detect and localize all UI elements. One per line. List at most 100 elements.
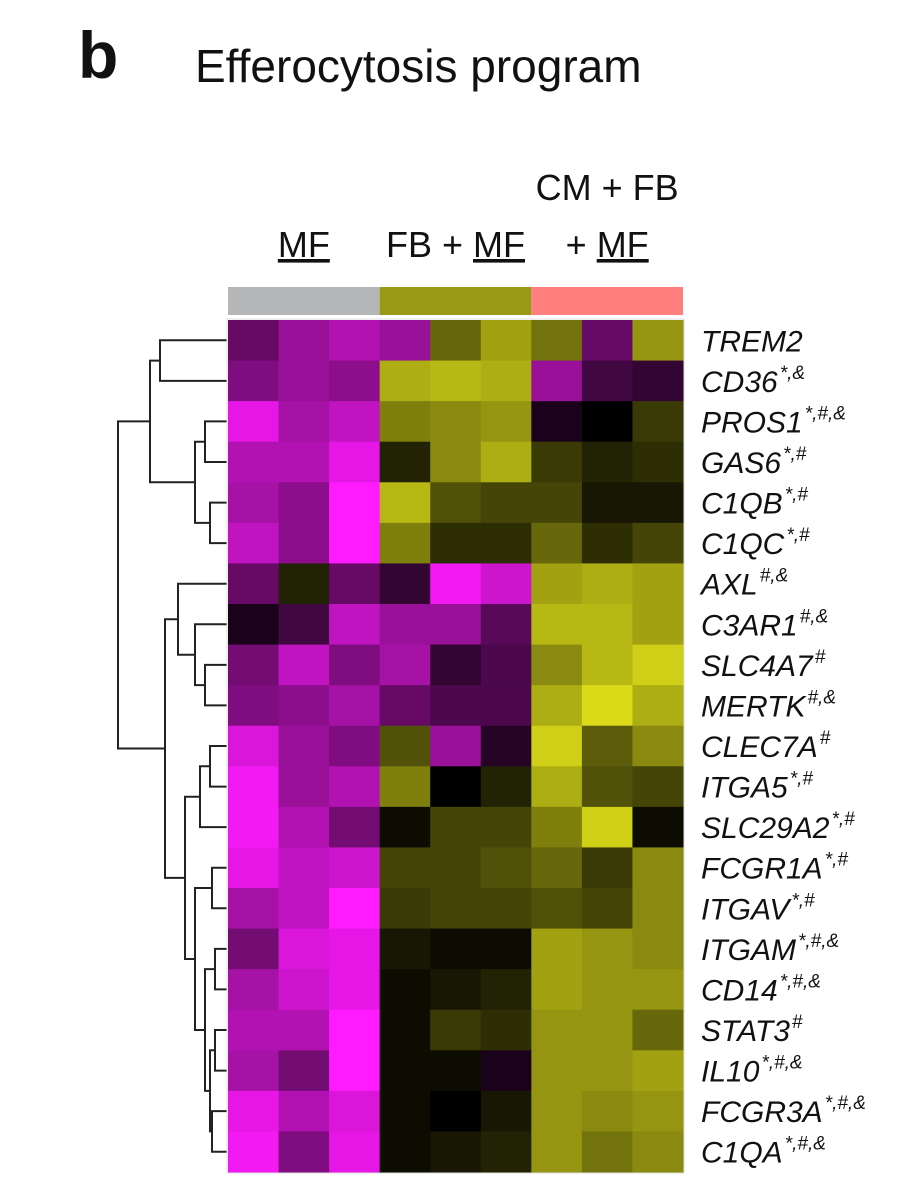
gene-name: CD36 [701, 366, 778, 399]
heatmap-cell [531, 1131, 583, 1173]
heatmap-cell [531, 847, 583, 889]
heatmap-cell [228, 725, 280, 767]
heatmap-cell [632, 766, 684, 808]
heatmap-cell [480, 563, 532, 605]
heatmap-cell [632, 888, 684, 930]
heatmap-cell [531, 1009, 583, 1051]
heatmap-cell [632, 1050, 684, 1092]
heatmap-cell [228, 969, 280, 1011]
heatmap-cell [329, 1009, 381, 1051]
heatmap-cell [278, 441, 330, 483]
heatmap-cell [228, 806, 280, 848]
group-label-prefix: + [566, 224, 597, 265]
dendrogram-branch [204, 663, 228, 707]
gene-name: IL10 [701, 1056, 760, 1089]
gene-superscript: *,# [825, 850, 849, 871]
row-label: IL10 *,#,& [701, 1053, 803, 1089]
heatmap-cell [329, 685, 381, 727]
dendrogram-branch [199, 765, 228, 829]
heatmap-cell [480, 1050, 532, 1092]
dendrogram-branch [184, 795, 200, 960]
heatmap-cell [480, 360, 532, 402]
gene-name: MERTK [701, 690, 807, 723]
heatmap-cell [632, 685, 684, 727]
heatmap-cell [531, 969, 583, 1011]
heatmap-cell [379, 441, 431, 483]
heatmap-cell [581, 401, 633, 443]
heatmap-cell [278, 320, 330, 362]
heatmap-cell [278, 360, 330, 402]
group-label-prefix: FB + [386, 224, 473, 265]
heatmap-cell [632, 725, 684, 767]
heatmap-cell [581, 522, 633, 564]
heatmap-cell [379, 482, 431, 524]
heatmap-cell [430, 1090, 482, 1132]
gene-name: STAT3 [701, 1015, 790, 1048]
group-label: FB + MF [386, 224, 525, 265]
dendrogram-branch [214, 947, 228, 991]
gene-superscript: *,# [785, 485, 809, 506]
heatmap-cell [581, 604, 633, 646]
group-label-underlined: MF [597, 224, 649, 265]
row-label: CD36 *,& [701, 363, 805, 399]
heatmap-cell [228, 1009, 280, 1051]
heatmap-cell [531, 685, 583, 727]
heatmap-cell [329, 1090, 381, 1132]
heatmap-cell [581, 928, 633, 970]
gene-superscript: *,# [791, 890, 815, 911]
row-label: CD14 *,#,& [701, 971, 821, 1007]
dendrogram-branch [164, 618, 185, 879]
gene-superscript: *,#,& [780, 971, 821, 992]
heatmap-cell [228, 1090, 280, 1132]
group-label: CM + FB [536, 167, 679, 208]
heatmap-cell [480, 482, 532, 524]
row-label: GAS6 *,# [701, 444, 807, 480]
row-label: C1QC *,# [701, 525, 810, 561]
heatmap-cell [379, 320, 431, 362]
row-label: ITGAV *,# [701, 890, 815, 926]
row-label: C3AR1 #,& [701, 606, 828, 642]
heatmap-cell [632, 522, 684, 564]
heatmap-cell [531, 888, 583, 930]
heatmap-cell [430, 360, 482, 402]
heatmap-cell [379, 847, 431, 889]
heatmap-cell [278, 928, 330, 970]
row-label: CLEC7A # [701, 728, 831, 764]
heatmap-cell [228, 441, 280, 483]
gene-superscript: *,#,& [798, 931, 839, 952]
row-label: MERTK #,& [701, 687, 836, 723]
heatmap-cell [379, 401, 431, 443]
heatmap-cell [430, 522, 482, 564]
heatmap-cell [632, 482, 684, 524]
heatmap-cell [531, 522, 583, 564]
heatmap-cell [480, 969, 532, 1011]
heatmap-cell [278, 725, 330, 767]
heatmap-cell [632, 563, 684, 605]
row-label: SLC4A7 # [701, 647, 826, 683]
heatmap-cell [632, 847, 684, 889]
heatmap-cell [228, 888, 280, 930]
heatmap-cell [480, 1131, 532, 1173]
group-bar [379, 287, 532, 315]
heatmap-cell [228, 604, 280, 646]
gene-superscript: *,& [780, 363, 805, 384]
heatmap-cell [632, 360, 684, 402]
gene-name: C1QA [701, 1137, 783, 1170]
heatmap-cell [379, 522, 431, 564]
heatmap-cell [581, 725, 633, 767]
heatmap-cell [228, 360, 280, 402]
heatmap-cell [379, 766, 431, 808]
dendrogram [117, 339, 228, 1153]
gene-superscript: *,#,& [805, 403, 846, 424]
heatmap-cell [228, 685, 280, 727]
heatmap-cell [379, 685, 431, 727]
heatmap-cell [329, 482, 381, 524]
heatmap-cell [480, 320, 532, 362]
heatmap-cell [531, 360, 583, 402]
row-label: SLC29A2 *,# [701, 809, 855, 845]
heatmap-cell [228, 847, 280, 889]
chart-title: Efferocytosis program [195, 40, 642, 92]
heatmap-cell [581, 766, 633, 808]
heatmap-cell [278, 482, 330, 524]
gene-name: ITGA5 [701, 772, 788, 805]
